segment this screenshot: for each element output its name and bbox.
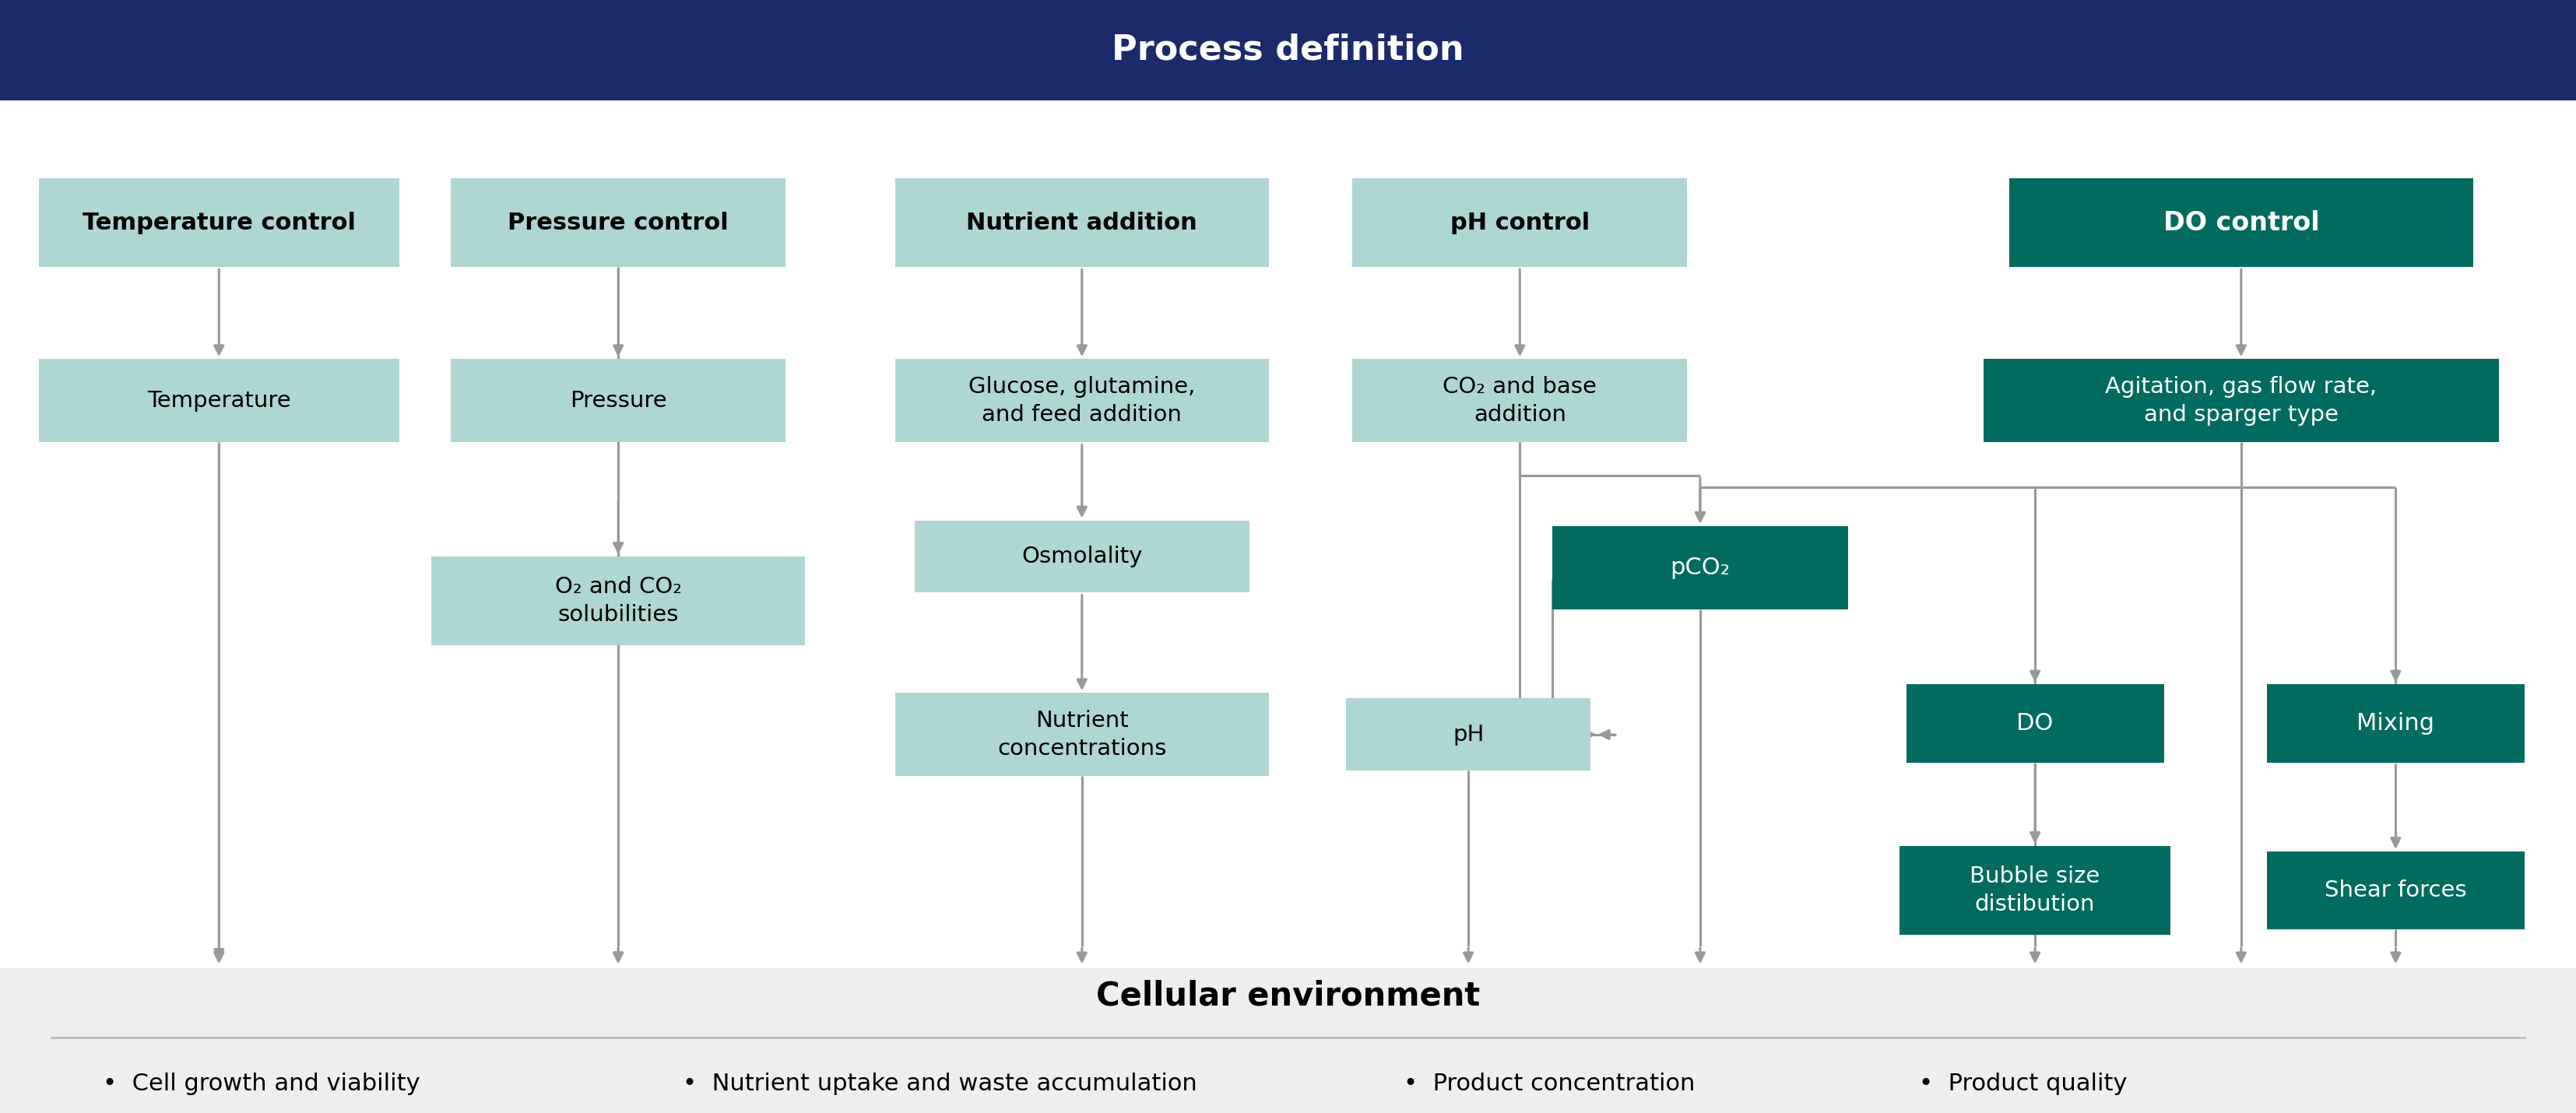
Text: Pressure: Pressure [569,390,667,412]
FancyBboxPatch shape [2009,178,2473,267]
FancyBboxPatch shape [896,178,1267,267]
Text: O₂ and CO₂
solubilities: O₂ and CO₂ solubilities [554,577,683,626]
Text: Temperature: Temperature [147,390,291,412]
FancyBboxPatch shape [1906,684,2164,762]
FancyBboxPatch shape [2267,684,2524,762]
FancyBboxPatch shape [1345,699,1589,771]
FancyBboxPatch shape [1899,846,2169,935]
Text: •  Product concentration: • Product concentration [1404,1073,1695,1095]
FancyBboxPatch shape [430,556,804,646]
Text: •  Cell growth and viability: • Cell growth and viability [103,1073,420,1095]
FancyBboxPatch shape [0,968,2576,1113]
Text: Cellular environment: Cellular environment [1095,979,1481,1013]
Text: Process definition: Process definition [1113,33,1463,67]
FancyBboxPatch shape [39,359,399,443]
FancyBboxPatch shape [914,521,1249,592]
Text: Bubble size
distibution: Bubble size distibution [1971,866,2099,915]
Text: Glucose, glutamine,
and feed addition: Glucose, glutamine, and feed addition [969,376,1195,425]
Text: DO: DO [2017,712,2053,735]
Text: Pressure control: Pressure control [507,211,729,234]
FancyBboxPatch shape [1984,359,2499,443]
FancyBboxPatch shape [1352,359,1687,443]
Text: pCO₂: pCO₂ [1669,556,1731,579]
Text: Osmolality: Osmolality [1023,545,1141,568]
Text: Temperature control: Temperature control [82,211,355,234]
Text: Nutrient addition: Nutrient addition [966,211,1198,234]
Text: pH: pH [1453,723,1484,746]
FancyBboxPatch shape [1551,526,1850,610]
Text: pH control: pH control [1450,211,1589,234]
FancyBboxPatch shape [2267,851,2524,929]
FancyBboxPatch shape [39,178,399,267]
FancyBboxPatch shape [451,178,786,267]
Text: Shear forces: Shear forces [2324,879,2468,902]
Text: Agitation, gas flow rate,
and sparger type: Agitation, gas flow rate, and sparger ty… [2105,376,2378,425]
Text: CO₂ and base
addition: CO₂ and base addition [1443,376,1597,425]
FancyBboxPatch shape [451,359,786,443]
Text: Nutrient
concentrations: Nutrient concentrations [997,710,1167,759]
FancyBboxPatch shape [896,692,1267,777]
Text: •  Nutrient uptake and waste accumulation: • Nutrient uptake and waste accumulation [683,1073,1198,1095]
FancyBboxPatch shape [896,359,1267,443]
Text: Mixing: Mixing [2357,712,2434,735]
FancyBboxPatch shape [0,0,2576,100]
Text: DO control: DO control [2164,209,2318,236]
Text: •  Product quality: • Product quality [1919,1073,2128,1095]
FancyBboxPatch shape [1352,178,1687,267]
